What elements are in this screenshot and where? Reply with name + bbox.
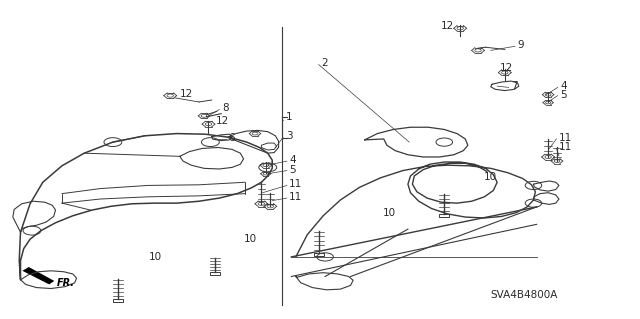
Text: 11: 11	[559, 133, 572, 143]
Text: 5: 5	[560, 90, 567, 100]
Text: 10: 10	[244, 234, 257, 243]
Text: 11: 11	[289, 192, 302, 202]
Text: 7: 7	[511, 81, 518, 91]
Text: 12: 12	[180, 89, 193, 99]
Text: 2: 2	[321, 58, 328, 68]
Text: 5: 5	[289, 165, 296, 174]
Text: 4: 4	[289, 155, 296, 165]
Text: 10: 10	[383, 208, 396, 218]
Text: 12: 12	[441, 21, 454, 31]
Text: 12: 12	[500, 63, 513, 73]
Text: 3: 3	[286, 131, 293, 141]
Text: 6: 6	[228, 133, 235, 143]
Text: 11: 11	[289, 179, 302, 189]
Text: 4: 4	[560, 81, 567, 91]
Text: 10: 10	[484, 172, 497, 182]
Text: 1: 1	[286, 112, 293, 122]
Text: 9: 9	[518, 40, 524, 50]
Text: 12: 12	[216, 116, 229, 126]
Text: 8: 8	[222, 103, 228, 113]
Text: SVA4B4800A: SVA4B4800A	[490, 291, 557, 300]
Text: 11: 11	[559, 143, 572, 152]
Polygon shape	[22, 267, 54, 285]
Text: FR.: FR.	[57, 278, 75, 288]
Text: 10: 10	[149, 252, 163, 262]
